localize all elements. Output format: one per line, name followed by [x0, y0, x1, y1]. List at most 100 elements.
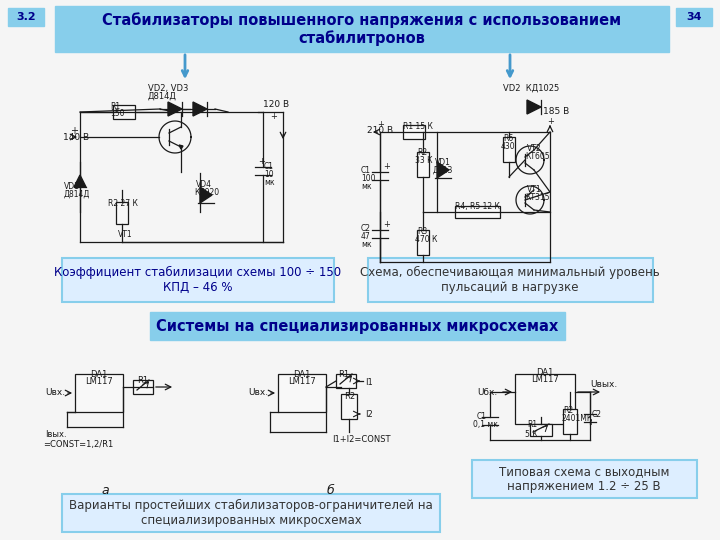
Text: 0,1 мк: 0,1 мк — [473, 420, 498, 429]
Text: б: б — [326, 483, 334, 496]
Text: 2401МК: 2401МК — [561, 414, 593, 423]
Text: I1: I1 — [365, 378, 373, 387]
Text: Uвых.: Uвых. — [590, 380, 617, 389]
Text: 150: 150 — [110, 109, 125, 118]
Text: 33 К: 33 К — [415, 156, 433, 165]
Text: R2: R2 — [563, 406, 573, 415]
Bar — [417, 230, 429, 255]
Text: Д814Д: Д814Д — [148, 92, 177, 101]
Text: 140 В: 140 В — [63, 132, 89, 141]
Text: VD2  КД1025: VD2 КД1025 — [503, 84, 559, 93]
Polygon shape — [200, 187, 212, 203]
Bar — [403, 125, 425, 139]
Text: R3: R3 — [417, 227, 427, 236]
Text: Uбх.: Uбх. — [477, 388, 498, 397]
Bar — [75, 374, 123, 412]
Polygon shape — [193, 102, 207, 116]
Bar — [530, 424, 552, 436]
Text: C2: C2 — [361, 224, 371, 233]
Bar — [278, 374, 326, 412]
Text: 10: 10 — [264, 170, 274, 179]
Bar — [417, 152, 429, 177]
Text: 120 В: 120 В — [263, 100, 289, 109]
Text: DA1: DA1 — [293, 370, 311, 379]
Text: DA1: DA1 — [536, 368, 554, 377]
Text: R1: R1 — [110, 102, 120, 111]
Bar — [472, 460, 697, 498]
Bar — [676, 8, 712, 26]
Text: Uвх.: Uвх. — [248, 388, 268, 397]
Text: КС920: КС920 — [194, 188, 219, 197]
Text: I2: I2 — [365, 410, 373, 419]
Text: 5 К: 5 К — [525, 430, 538, 439]
Text: =CONST=1,2/R1: =CONST=1,2/R1 — [43, 440, 113, 449]
Text: +: + — [377, 120, 384, 129]
Text: C1: C1 — [264, 162, 274, 171]
Text: 210 В: 210 В — [367, 126, 393, 135]
Text: 100: 100 — [361, 174, 376, 183]
Polygon shape — [437, 162, 449, 178]
Text: КТ315: КТ315 — [525, 193, 549, 202]
Text: Схема, обеспечивающая минимальный уровень
пульсаций в нагрузке: Схема, обеспечивающая минимальный уровен… — [360, 266, 660, 294]
Text: 3.2: 3.2 — [16, 12, 36, 22]
Text: LM117: LM117 — [531, 375, 559, 384]
Text: VD1: VD1 — [64, 182, 80, 191]
Text: 470 К: 470 К — [415, 235, 437, 244]
Text: мк: мк — [361, 182, 372, 191]
Bar — [336, 374, 356, 388]
Text: а: а — [102, 483, 109, 496]
Bar — [116, 202, 128, 224]
Text: +: + — [383, 220, 390, 229]
Text: КТ605: КТ605 — [525, 152, 549, 161]
Text: +: + — [70, 126, 78, 136]
Text: +: + — [271, 112, 277, 121]
Text: R2: R2 — [344, 392, 355, 401]
Text: C1: C1 — [361, 166, 371, 175]
Text: 47: 47 — [361, 232, 371, 241]
Bar — [113, 105, 135, 119]
Text: +: + — [258, 157, 265, 166]
Text: R1: R1 — [137, 376, 148, 385]
Text: R6: R6 — [503, 134, 513, 143]
Text: VT1: VT1 — [527, 185, 541, 194]
Bar — [150, 312, 565, 340]
Text: Коэффициент стабилизации схемы 100 ÷ 150
КПД – 46 %: Коэффициент стабилизации схемы 100 ÷ 150… — [55, 266, 341, 294]
Text: VD2, VD3: VD2, VD3 — [148, 84, 189, 93]
Text: LM117: LM117 — [85, 377, 113, 386]
Text: Uвх.: Uвх. — [45, 388, 65, 397]
Text: Д813: Д813 — [433, 166, 454, 175]
Bar — [62, 258, 334, 302]
Bar — [368, 258, 653, 302]
Text: VD4: VD4 — [196, 180, 212, 189]
Text: +: + — [547, 117, 554, 126]
Text: VT2: VT2 — [527, 144, 541, 153]
Bar — [133, 380, 153, 394]
Text: Д814Д: Д814Д — [64, 190, 91, 199]
Text: мк: мк — [264, 178, 274, 187]
Text: DA1: DA1 — [90, 370, 108, 379]
Bar — [563, 409, 577, 434]
Polygon shape — [179, 145, 183, 149]
Text: R1: R1 — [338, 370, 349, 379]
Bar — [8, 8, 44, 26]
Polygon shape — [74, 175, 86, 187]
Text: мк: мк — [361, 240, 372, 249]
Text: 185 В: 185 В — [543, 107, 570, 116]
Text: R1 15 К: R1 15 К — [403, 122, 433, 131]
Text: VD1: VD1 — [435, 158, 451, 167]
Text: R1: R1 — [527, 420, 537, 429]
Bar — [341, 394, 357, 419]
Bar — [55, 6, 669, 52]
Text: VT1: VT1 — [118, 230, 132, 239]
Bar — [62, 494, 440, 532]
Text: Стабилизаторы повышенного напряжения с использованием
стабилитронов: Стабилизаторы повышенного напряжения с и… — [102, 12, 621, 46]
Polygon shape — [168, 102, 182, 116]
Text: 430: 430 — [501, 142, 516, 151]
Text: I1+I2=CONST: I1+I2=CONST — [332, 435, 390, 444]
Bar — [503, 137, 515, 162]
Text: Типовая схема с выходным
напряжением 1.2 ÷ 25 В: Типовая схема с выходным напряжением 1.2… — [499, 465, 670, 493]
Text: +: + — [587, 418, 594, 427]
Polygon shape — [527, 100, 541, 114]
Bar — [515, 374, 575, 424]
Text: 34: 34 — [686, 12, 702, 22]
